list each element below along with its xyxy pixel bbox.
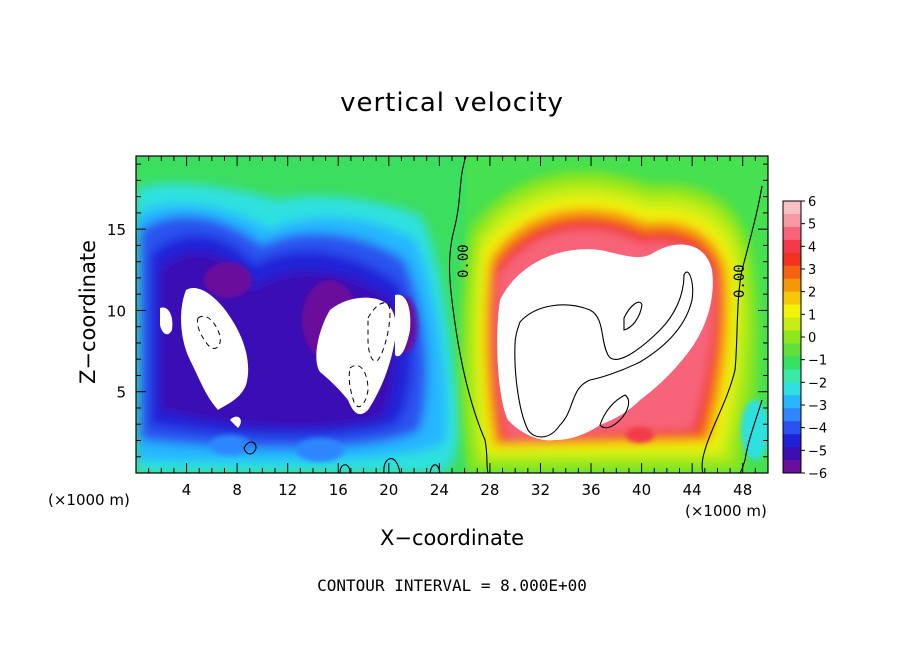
colorbar-tick-label: −6 [808, 467, 827, 482]
x-tick-label: 48 [733, 481, 752, 499]
colorbar-tick-label: −2 [808, 376, 827, 391]
colorbar-swatch [783, 226, 801, 241]
colorbar-swatch [783, 447, 801, 461]
colorbar-tick-label: −3 [808, 399, 827, 414]
x-tick-label: 36 [581, 481, 600, 499]
colorbar-swatch [783, 278, 801, 293]
colorbar-swatch [783, 252, 801, 267]
colorbar-swatch [783, 421, 801, 435]
y-tick-label: 15 [107, 221, 126, 239]
chart-title: vertical velocity [340, 88, 564, 118]
colorbar-tick-label: 4 [808, 240, 816, 255]
y-tick-label: 5 [116, 384, 126, 402]
x-tick-label: 16 [329, 481, 348, 499]
colorbar-tick-label: 6 [808, 195, 816, 210]
colorbar-swatch [783, 460, 801, 474]
colorbar-tick-label: 0 [808, 331, 816, 346]
colorbar-tick-label: 2 [808, 286, 816, 301]
colorbar-swatch [783, 201, 801, 215]
colorbar-swatch [783, 434, 801, 448]
x-tick-label: 4 [182, 481, 192, 499]
colorbar-swatch [783, 213, 801, 228]
x-tick-label: 28 [480, 481, 499, 499]
colorbar-swatch [783, 304, 801, 319]
y-tick-label: 10 [107, 302, 126, 320]
x-tick-label: 8 [232, 481, 242, 499]
x-tick-label: 44 [683, 481, 702, 499]
colorbar-tick-label: 3 [808, 263, 816, 278]
colorbar-swatch [783, 291, 801, 306]
colorbar-tick-label: 1 [808, 308, 816, 323]
x-tick-label: 40 [632, 481, 651, 499]
colorbar-swatch [783, 395, 801, 409]
colorbar-swatch [783, 317, 801, 332]
colorbar-swatch [783, 356, 801, 370]
colorbar-swatch [783, 265, 801, 280]
colorbar-swatch [783, 382, 801, 396]
x-tick-label: 32 [531, 481, 550, 499]
x-tick-label: 24 [430, 481, 449, 499]
colorbar-swatch [783, 239, 801, 254]
colorbar-swatch [783, 369, 801, 383]
colorbar-tick-label: −1 [808, 354, 827, 369]
colorbar-tick-label: 5 [808, 218, 816, 233]
velocity-field: 0.00 0.00 [136, 156, 768, 473]
negative-core-middle [316, 297, 396, 415]
colorbar-tick-label: −4 [808, 422, 827, 437]
y-axis-label: Z−coordinate [76, 240, 100, 384]
x-tick-label: 20 [379, 481, 398, 499]
contour-label-0: 0.00 [456, 244, 472, 278]
x-axis-label: X−coordinate [380, 526, 524, 550]
contour-lines [243, 156, 763, 473]
colorbar-swatch [783, 408, 801, 422]
x-tick-label: 12 [278, 481, 297, 499]
positive-core [497, 244, 713, 441]
x-unit-left: (×1000 m) [48, 491, 130, 509]
colorbar-swatch [783, 343, 801, 357]
x-unit-right: (×1000 m) [685, 502, 767, 520]
contour-interval-note: CONTOUR INTERVAL = 8.000E+00 [317, 576, 587, 595]
colorbar: 6 5 4 3 2 1 0 −1 −2 −3 −4 −5 −6 [782, 195, 827, 482]
contour-label-1: 0.00 [732, 264, 748, 298]
colorbar-swatch [783, 330, 801, 344]
colorbar-tick-label: −5 [808, 444, 827, 459]
